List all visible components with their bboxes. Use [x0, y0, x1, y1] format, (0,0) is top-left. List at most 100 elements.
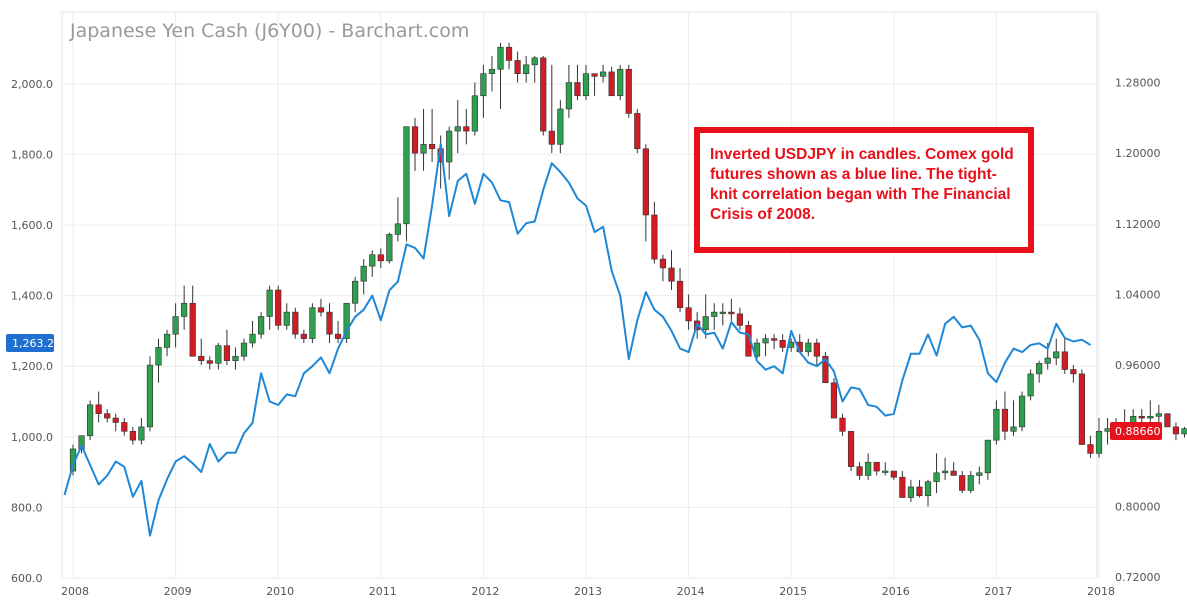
candle-down — [1001, 408, 1009, 432]
candle-up — [232, 355, 239, 361]
candle-up — [984, 439, 991, 474]
candle-up — [924, 481, 932, 497]
candle-up — [78, 435, 85, 450]
candle-down — [770, 338, 778, 341]
yen-candles — [69, 42, 1187, 507]
candle-up — [557, 108, 564, 145]
x-tick-label: 2015 — [779, 585, 807, 598]
candle-down — [873, 461, 880, 472]
candle-down — [830, 382, 838, 419]
candle-down — [1138, 415, 1145, 419]
candle-down — [326, 311, 333, 335]
candle-up — [497, 46, 504, 70]
candle-up — [146, 364, 154, 428]
candle-down — [300, 333, 307, 339]
right-tick-label: 1.12000 — [1115, 218, 1161, 231]
candle-down — [95, 404, 102, 414]
candle-down — [856, 466, 863, 476]
candle-up — [933, 472, 940, 482]
candle-up — [1104, 428, 1111, 432]
left-price-axis: 600.0 800.0 1,000.0 1,200.0 1,400.0 1,600.0 1,… — [11, 78, 53, 585]
x-tick-label: 2018 — [1087, 585, 1115, 598]
left-tick-label: 1,400.0 — [11, 290, 53, 303]
candle-down — [634, 113, 641, 150]
candle-down — [104, 413, 111, 419]
candle-down — [574, 82, 581, 97]
candle-down — [916, 486, 923, 497]
candle-up — [266, 289, 273, 317]
candle-up — [993, 408, 1000, 441]
candle-down — [625, 68, 632, 114]
candle-up — [976, 472, 983, 476]
right-tick-label: 1.20000 — [1115, 147, 1161, 160]
annotation-box: Inverted USDJPY in candles. Comex gold f… — [694, 127, 1034, 253]
gold-line-series — [63, 142, 1092, 537]
plot-frame — [61, 11, 1098, 579]
candle-down — [463, 126, 470, 132]
candle-up — [215, 345, 222, 364]
chart-grid — [61, 11, 1100, 579]
candle-down — [189, 302, 196, 357]
candle-down — [685, 307, 692, 322]
candle-down — [779, 340, 786, 348]
candle-up — [257, 316, 265, 335]
x-tick-label: 2014 — [677, 585, 705, 598]
candle-down — [890, 470, 897, 478]
candle-up — [454, 126, 461, 132]
candle-up — [617, 68, 624, 97]
candle-up — [309, 307, 316, 339]
candle-down — [292, 311, 299, 335]
left-tick-label: 2,000.0 — [11, 78, 53, 91]
candle-down — [223, 345, 231, 361]
candle-up — [1181, 428, 1187, 435]
candle-down — [651, 214, 658, 260]
x-tick-label: 2016 — [882, 585, 910, 598]
candle-down — [317, 307, 325, 313]
candle-up — [446, 130, 453, 163]
right-tick-label: 0.80000 — [1115, 500, 1161, 513]
candle-up — [762, 338, 769, 344]
candle-down — [411, 126, 419, 154]
candle-down — [1172, 426, 1180, 435]
left-tick-label: 1,200.0 — [11, 360, 53, 373]
candle-up — [1147, 415, 1154, 419]
candle-up — [941, 470, 949, 474]
candle-down — [676, 280, 684, 308]
candle-down — [899, 476, 906, 498]
candle-down — [540, 57, 547, 132]
candle-down — [1078, 373, 1085, 445]
candle-down — [822, 355, 829, 384]
candle-down — [428, 144, 436, 150]
candle-down — [950, 470, 957, 476]
x-tick-label: 2013 — [574, 585, 602, 598]
candle-down — [839, 417, 846, 432]
candle-up — [702, 316, 709, 331]
candle-up — [163, 333, 171, 348]
candle-up — [138, 426, 145, 441]
candle-up — [360, 265, 367, 282]
candle-down — [847, 431, 855, 467]
candle-up — [369, 254, 376, 267]
candle-up — [420, 144, 427, 154]
candle-up — [1044, 357, 1051, 364]
candle-up — [1010, 426, 1017, 432]
candle-down — [1061, 351, 1068, 370]
candle-up — [582, 73, 590, 97]
gold-line — [63, 142, 1092, 537]
candle-up — [181, 302, 188, 317]
candle-up — [523, 64, 530, 74]
x-tick-label: 2010 — [266, 585, 294, 598]
x-tick-label: 2008 — [61, 585, 89, 598]
left-tick-label: 800.0 — [11, 501, 43, 514]
candle-up — [967, 475, 974, 491]
candle-down — [1164, 413, 1171, 428]
candle-up — [1130, 415, 1137, 423]
left-price-badge: 1,263.2 — [6, 334, 54, 352]
right-tick-label: 0.96000 — [1115, 359, 1161, 372]
x-tick-label: 2011 — [369, 585, 397, 598]
candle-down — [668, 267, 675, 282]
right-price-badge: 0.88660 — [1110, 422, 1162, 440]
candle-up — [599, 71, 607, 77]
candle-down — [198, 355, 205, 361]
